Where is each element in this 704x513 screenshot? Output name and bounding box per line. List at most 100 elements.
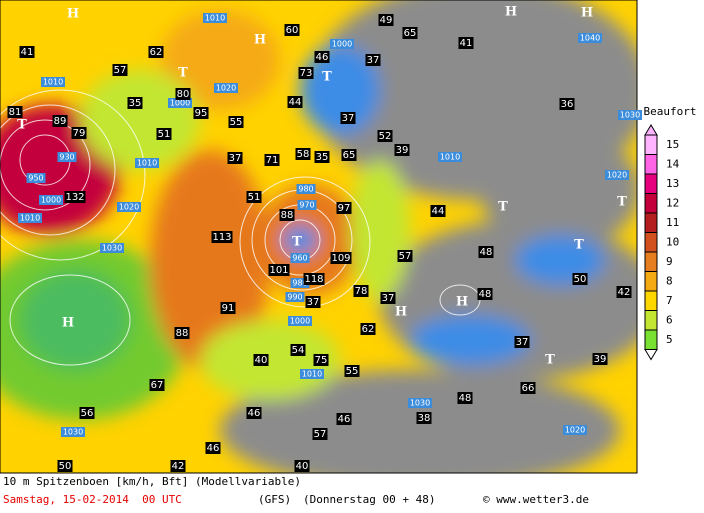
gust-label: 55	[230, 117, 243, 128]
gust-label: 54	[292, 345, 305, 356]
gust-label-bg	[246, 407, 262, 419]
pressure-label: 960	[292, 254, 307, 263]
gust-label: 52	[379, 131, 392, 142]
gust-label-bg	[340, 112, 356, 124]
legend-arrow-bottom	[644, 349, 658, 361]
gust-label-bg	[380, 292, 396, 304]
pressure-label: 970	[299, 201, 314, 210]
gust-label-bg	[378, 14, 394, 26]
gust-label-bg	[290, 344, 306, 356]
gust-label: 66	[522, 383, 535, 394]
gust-label-bg	[193, 107, 209, 119]
gust-label: 67	[151, 380, 164, 391]
gust-label: 75	[315, 355, 328, 366]
footer-run: (Donnerstag 00 + 48)	[303, 493, 435, 506]
gust-label: 78	[355, 286, 368, 297]
legend-label: 5	[666, 333, 673, 346]
gust-label: 46	[338, 414, 351, 425]
gust-label-bg	[416, 412, 432, 424]
gust-label-bg	[592, 353, 608, 365]
pressure-label-bg	[26, 173, 46, 183]
gust-label: 49	[380, 15, 393, 26]
gust-label-bg	[298, 67, 314, 79]
gust-label-bg	[336, 413, 352, 425]
gust-label-bg	[559, 98, 575, 110]
gust-label: 132	[65, 192, 84, 203]
legend-swatch	[644, 154, 658, 175]
gust-label: 48	[480, 247, 493, 258]
legend-swatch	[644, 310, 658, 331]
pressure-label-bg	[578, 33, 602, 43]
legend-label: 7	[666, 294, 673, 307]
gust-label: 60	[286, 25, 299, 36]
legend-swatch	[644, 232, 658, 253]
gust-label-bg	[52, 115, 68, 127]
gust-label-bg	[264, 154, 280, 166]
gust-label: 79	[73, 128, 86, 139]
gust-label-bg	[344, 365, 360, 377]
legend-swatch	[644, 251, 658, 272]
pressure-label-bg	[618, 110, 642, 120]
pressure-label: 1010	[43, 78, 63, 87]
gust-label-bg	[295, 148, 311, 160]
legend-swatch	[644, 290, 658, 311]
gust-label: 48	[479, 289, 492, 300]
gust-label: 41	[21, 47, 34, 58]
gust-label: 57	[114, 65, 127, 76]
gust-label: 37	[229, 153, 242, 164]
gust-label-bg	[112, 64, 128, 76]
pressure-label-bg	[288, 316, 312, 326]
gust-label: 81	[9, 107, 22, 118]
gust-label: 113	[212, 232, 231, 243]
pressure-label-bg	[168, 98, 192, 108]
map	[0, 0, 637, 473]
gust-label: 101	[269, 265, 288, 276]
legend-label: 10	[666, 235, 679, 248]
gust-label: 57	[314, 429, 327, 440]
gust-label: 44	[289, 97, 302, 108]
legend-label: 15	[666, 138, 679, 151]
footer-model: (GFS)	[258, 493, 291, 506]
gust-label: 42	[618, 287, 631, 298]
gust-label-bg	[313, 354, 329, 366]
gust-label-bg	[127, 97, 143, 109]
gust-label: 37	[342, 113, 355, 124]
gust-label-bg	[520, 382, 536, 394]
pressure-label: 1010	[20, 214, 40, 223]
pressure-label: 990	[287, 293, 302, 302]
gust-label-bg	[330, 252, 352, 264]
map-frame	[0, 0, 638, 474]
pressure-center: T	[322, 70, 332, 85]
gust-label: 51	[158, 129, 171, 140]
pressure-center: T	[545, 353, 555, 368]
footer-credit: © www.wetter3.de	[483, 493, 589, 506]
gust-label-bg	[205, 442, 221, 454]
pressure-label-bg	[285, 292, 305, 302]
pressure-label-bg	[300, 369, 324, 379]
footer-parameter: 10 m Spitzenboen [km/h, Bft] (Modellvari…	[3, 475, 301, 488]
gust-label-bg	[211, 231, 233, 243]
gust-label-bg	[284, 24, 300, 36]
gust-label: 88	[281, 210, 294, 221]
legend-label: 8	[666, 274, 673, 287]
pressure-label-bg	[290, 278, 310, 288]
gust-label: 65	[343, 150, 356, 161]
gust-label: 39	[396, 145, 409, 156]
pressure-label-bg	[297, 200, 317, 210]
gust-label: 51	[248, 192, 261, 203]
gust-label: 50	[574, 274, 587, 285]
pressure-center: H	[62, 316, 74, 331]
pressure-label: 1040	[580, 34, 600, 43]
gust-label-bg	[71, 127, 87, 139]
gust-label: 40	[296, 461, 309, 472]
gust-label-bg	[478, 246, 494, 258]
gust-label-bg	[402, 27, 418, 39]
pressure-label: 1020	[216, 84, 236, 93]
gust-label-bg	[79, 407, 95, 419]
legend-title: Beaufort	[644, 105, 697, 118]
pressure-label: 930	[59, 153, 74, 162]
legend-label: 12	[666, 196, 679, 209]
gust-label-bg	[279, 209, 295, 221]
gust-label-bg	[57, 460, 73, 472]
